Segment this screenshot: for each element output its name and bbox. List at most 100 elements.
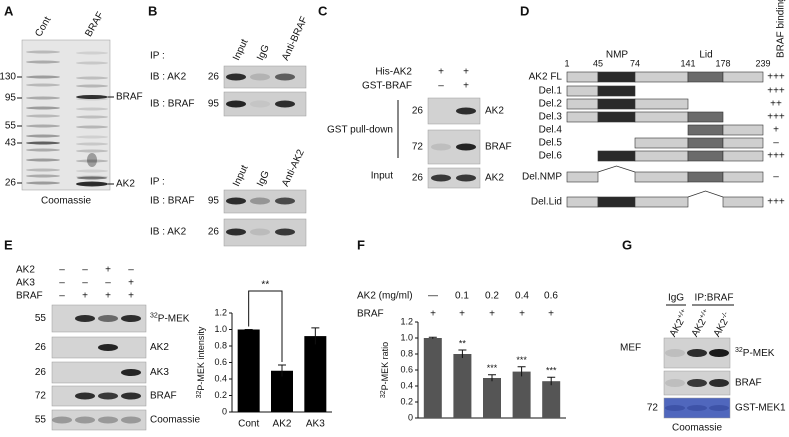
lane-label: Input [231,163,250,188]
domain-segment [687,171,724,183]
label: + [489,309,495,320]
label: His-AK2 [375,67,412,78]
label: 178 [715,58,730,68]
lane-label: IgG [255,43,272,62]
label: IB : AK2 [150,227,187,238]
blot-band [26,158,60,162]
label-text: P-MEK [743,348,775,359]
label: AK3 [16,278,35,289]
superscript: -/- [720,310,730,320]
superscript: 32 [196,391,203,399]
domain-segment [566,85,599,97]
lane-label: AK2+/+ [667,308,692,339]
blot-strip [21,39,111,191]
error-bar [517,366,526,377]
blot-strip [223,189,307,214]
domain-segment [597,71,636,83]
domain-segment [597,111,636,123]
blot-band [98,315,118,322]
blot-band [665,349,685,357]
label: 32P-MEK [150,312,190,324]
blot-band [76,142,108,146]
bar [542,381,561,418]
label: 130 [0,72,16,83]
lane-label: Anti-AK2 [280,148,307,189]
label: C [318,3,328,18]
label: 0.2 [485,291,499,302]
domain-segment [722,71,764,83]
bar [512,371,531,418]
lane-label: Anti-BRAF [280,15,310,62]
blot-band [121,369,141,376]
domain-segment [722,124,764,136]
label: Del.1 [539,86,563,97]
label: 239 [755,58,770,68]
lane-label: AK2-/- [711,310,734,339]
superscript: +/+ [676,308,687,320]
label: Coomassie [41,196,91,207]
y-tick-label: 1.2 [214,307,227,317]
label: Del.3 [539,112,563,123]
domain-segment [566,196,599,208]
label: AK2 [150,342,169,353]
label: G [622,237,632,252]
bar [237,329,260,412]
label: + [430,309,436,320]
label: 26 [208,72,220,83]
label: + [82,291,88,302]
label-text: P-MEK ratio [380,342,390,391]
domain-segment [566,171,599,183]
blot-band [665,405,685,411]
blot-band [250,73,270,81]
label-text: P-MEK [158,313,190,324]
domain-segment [566,111,599,123]
label: MEF [620,343,641,354]
label: 0.4 [515,291,529,302]
blot-strip [427,167,481,189]
error-bar [488,374,496,382]
label: AK2 [485,173,504,184]
blot-band [76,115,108,119]
label: E [4,237,13,252]
blot-band [26,60,60,64]
domain-segment [687,71,724,83]
label: AK2 [485,106,504,117]
lane-label: AK2+/+ [689,308,714,339]
blot-band [87,153,97,167]
blot-band [226,100,246,108]
label: IgG [668,293,684,304]
y-tick-label: 0.8 [214,340,227,350]
blot-band [26,181,60,185]
label: 26 [208,227,220,238]
blot-band [121,315,141,322]
blot-band [275,73,295,81]
blot-band [26,148,60,152]
label: +++ [767,197,785,208]
bar [483,378,501,418]
domain-segment [722,150,764,162]
blot-band [76,76,108,80]
label: – [773,172,779,183]
blot-band [456,107,476,115]
bar [423,338,442,418]
label: AK3 [150,367,169,378]
label: 45 [593,58,603,68]
label: Lid [699,50,712,61]
label: 26 [412,106,424,117]
deletion-connector [597,165,636,173]
label-text: AK2 [667,317,686,339]
blot-band [76,159,108,163]
label: 26 [412,173,424,184]
label: BRAF [16,291,43,302]
domain-segment [566,71,599,83]
label: BRAF [485,142,512,153]
label: 32P-MEK ratio [380,342,391,398]
label: 141 [680,58,695,68]
label: + [438,67,444,78]
blot-band [709,405,729,411]
label: IP:BRAF [695,293,734,304]
label: AK2 [16,265,35,276]
label: +++ [767,112,785,123]
label: +++ [767,72,785,83]
label: — [428,291,438,302]
